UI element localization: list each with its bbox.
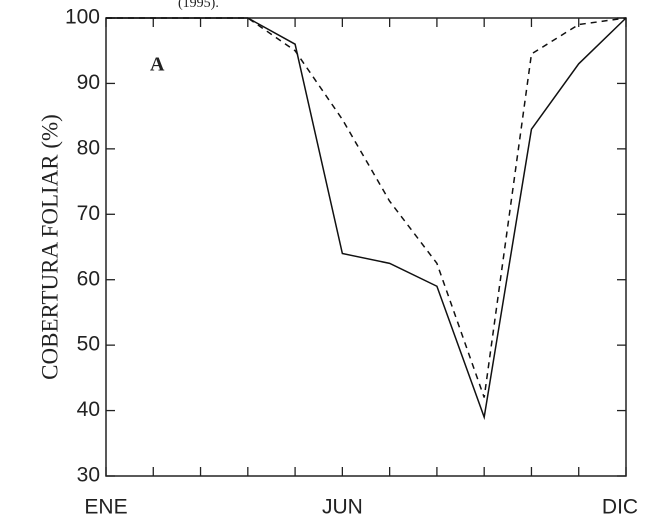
y-tick-label: 30 xyxy=(77,464,100,487)
x-tick-label: ENE xyxy=(84,496,127,519)
y-tick-label: 50 xyxy=(77,333,100,356)
x-tick-label: JUN xyxy=(322,496,363,519)
series-line xyxy=(106,17,627,398)
y-tick-label: 90 xyxy=(77,71,100,94)
y-axis-label: COBERTURA FOLIAR (%) xyxy=(37,114,62,380)
y-tick-label: 40 xyxy=(77,398,100,421)
panel-label: A xyxy=(150,54,165,76)
x-tick-label: DIC xyxy=(602,496,638,519)
plot-frame xyxy=(105,17,627,477)
series-line xyxy=(106,17,627,421)
y-tick-label: 100 xyxy=(65,6,100,29)
y-tick-label: 60 xyxy=(77,267,100,290)
caption-fragment: (1995). xyxy=(178,0,219,11)
y-tick-label: 80 xyxy=(77,136,100,159)
y-tick-label: 70 xyxy=(77,202,100,225)
